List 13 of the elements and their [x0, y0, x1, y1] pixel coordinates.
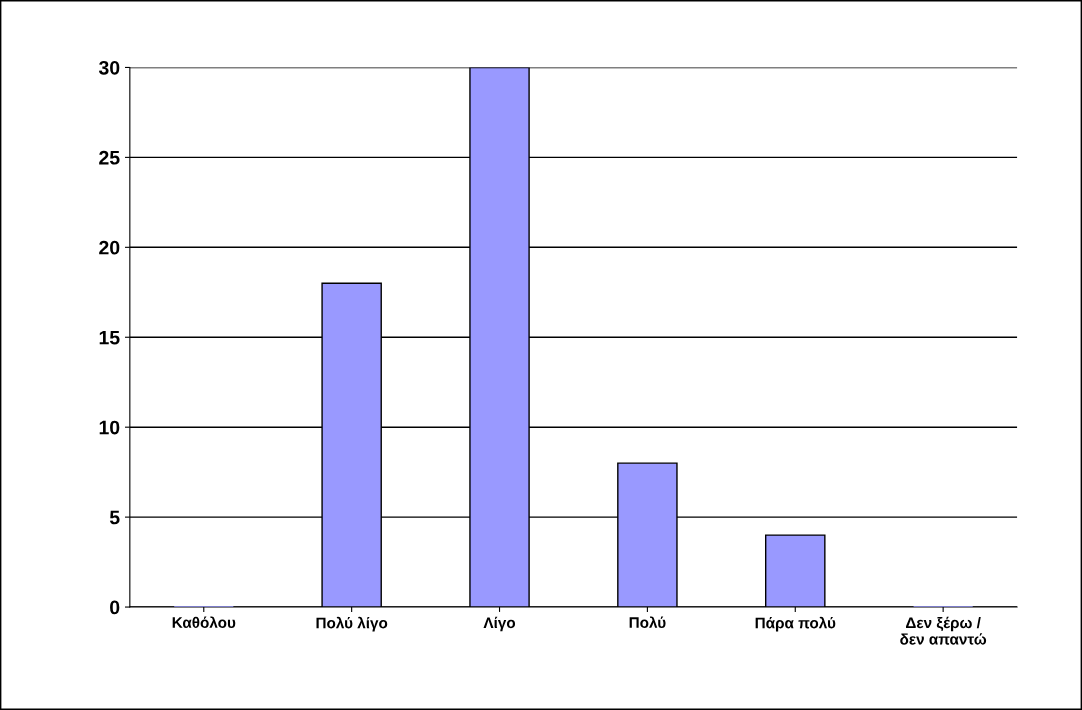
y-tick-label: 20 — [99, 240, 120, 255]
y-tick-label: 25 — [99, 150, 120, 165]
x-tick-label: Πάρα πολύ — [755, 616, 836, 632]
y-tick-label: 15 — [99, 330, 120, 345]
y-tick-label: 30 — [98, 60, 120, 75]
x-tick-label: Πολύ λίγο — [316, 616, 388, 632]
y-tick-label: 5 — [109, 510, 120, 525]
x-tick-label: Καθόλου — [172, 616, 236, 628]
x-tick-label: Λίγο — [483, 616, 516, 632]
x-tick-label: Δεν ξέρω / δεν απαντώ — [900, 616, 987, 645]
x-tick-label: Πολύ — [629, 616, 666, 628]
y-tick-label: 0 — [110, 600, 120, 615]
y-tick-label: 10 — [99, 420, 120, 435]
